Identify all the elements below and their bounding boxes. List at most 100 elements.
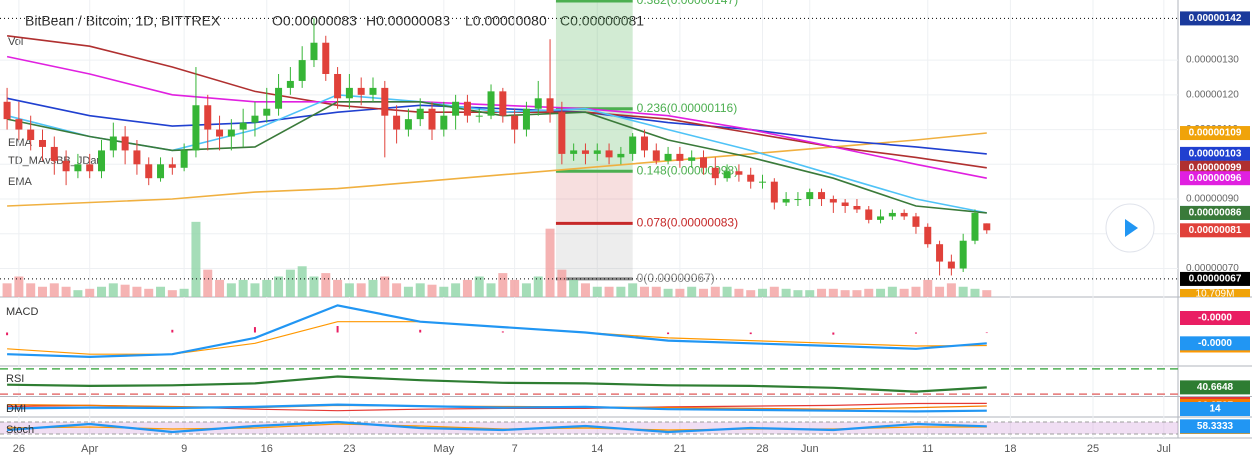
volume-bar [167,290,177,297]
candle-body [121,136,129,151]
volume-bar [698,288,708,297]
candle-body [275,87,283,109]
volume-bar [179,288,189,297]
candle-body [900,212,908,217]
volume-bar [333,279,343,297]
fib-label: 0.148(0.00000098) [637,163,738,177]
candle-body [723,171,731,179]
x-tick-label: 16 [261,443,273,455]
volume-bar [946,283,956,297]
volume-bar [156,286,166,297]
candle-body [640,136,648,151]
price-label: 58.3333 [1197,421,1234,432]
volume-bar [451,283,461,297]
ohlc-high: H0.00000083 [366,13,450,29]
price-label-box [1180,11,1250,26]
candle-body [62,160,70,172]
play-button[interactable] [1105,203,1155,253]
volume-bar [344,283,354,297]
pane-title: DMI [6,403,26,415]
candle-body [74,164,82,172]
volume-bar [309,276,319,297]
candle-body [959,240,967,269]
candle-body [888,212,896,217]
y-tick-label: 0.00000120 [1186,89,1239,100]
indicator-name: EMA [8,176,33,188]
candle-body [829,199,837,203]
candle-body [50,146,58,161]
volume-bar [250,283,260,297]
volume-bar [403,286,413,297]
candle-body [298,60,306,81]
volume-bar [486,283,496,297]
volume-bar [144,288,154,297]
candle-body [593,150,601,154]
x-tick-label: 26 [13,443,25,455]
candle-body [570,150,578,154]
volume-bar [616,286,626,297]
candle-body [747,174,755,182]
volume-bar [876,288,886,297]
y-tick-label: 0.00000130 [1186,55,1239,66]
candle-body [688,157,696,161]
volume-bar [474,276,484,297]
price-label-box [1180,271,1250,286]
volume-bar [864,288,874,297]
candle-body [971,212,979,241]
fib-label: 0.078(0.00000083) [637,216,738,230]
volume-bar [14,276,24,297]
candle-body [27,129,35,140]
candle-body [605,150,613,158]
price-label-box [1180,205,1250,220]
volume-bar [533,276,543,297]
y-tick-label: 0.00000090 [1186,194,1239,205]
pane-title: RSI [6,373,24,385]
x-tick-label: 14 [591,443,603,455]
volume-bar [817,288,827,297]
candle-body [15,119,23,130]
volume-bar [85,288,95,297]
x-tick-label: 11 [922,443,933,455]
candle-body [759,181,767,183]
pane-title: MACD [6,306,38,318]
volume-bar [746,290,756,297]
y-tick-label: 0.00000070 [1186,263,1239,274]
indicator-line [7,403,987,413]
volume-bar [120,284,130,297]
price-label: 0.00000109 [1189,128,1242,139]
fib-zone [555,171,633,224]
volume-bar [651,286,661,297]
candle-body [157,164,165,179]
fib-zone [555,223,633,279]
price-label: 0.00000081 [1189,225,1242,236]
volume-label-box [1180,289,1250,297]
candle-body [393,115,401,130]
price-label: 0.00000086 [1189,208,1242,219]
fib-label: 0.382(0.00000147) [637,0,738,7]
volume-bar [982,290,992,297]
volume-bar [675,288,685,297]
volume-bar [545,228,555,297]
candle-body [428,108,436,130]
volume-bar [297,266,307,297]
x-tick-label: 18 [1004,443,1016,455]
candle-body [711,167,719,179]
volume-bar [392,283,402,297]
candle-body [239,122,247,130]
play-icon[interactable] [1125,219,1138,237]
candle-body [145,164,153,179]
candle-body [487,91,495,116]
price-label-box [1180,336,1250,351]
candle-body [168,164,176,168]
volume-bar [793,290,803,297]
volume-bar [592,286,602,297]
volume-bar [510,279,520,297]
volume-bar [49,283,59,297]
price-label: 0.00000099 [1189,162,1242,173]
volume-bar [380,276,390,297]
indicator-name: EMA [8,137,33,149]
candle-body [133,150,141,165]
ohlc-close: C0.00000081 [560,13,644,29]
fib-label: 0.236(0.00000116) [637,101,738,115]
